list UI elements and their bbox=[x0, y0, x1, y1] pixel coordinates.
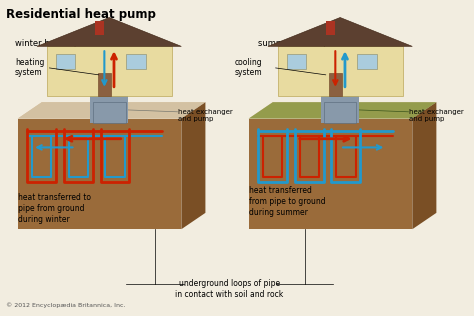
Bar bbox=[56, 54, 75, 70]
Polygon shape bbox=[37, 17, 182, 46]
Text: cooling
system: cooling system bbox=[234, 58, 262, 77]
Polygon shape bbox=[249, 118, 412, 229]
Polygon shape bbox=[268, 17, 412, 46]
Text: heat exchanger
and pump: heat exchanger and pump bbox=[179, 109, 233, 122]
Bar bbox=[98, 73, 111, 96]
Text: summer cooling: summer cooling bbox=[258, 39, 326, 48]
Text: heat transferred
from pipe to ground
during summer: heat transferred from pipe to ground dur… bbox=[249, 186, 325, 217]
Text: underground loops of pipe
in contact with soil and rock: underground loops of pipe in contact wit… bbox=[175, 279, 283, 299]
Polygon shape bbox=[321, 94, 359, 123]
Polygon shape bbox=[18, 102, 205, 118]
Text: heat exchanger
and pump: heat exchanger and pump bbox=[410, 109, 464, 122]
Polygon shape bbox=[182, 102, 205, 229]
Polygon shape bbox=[46, 46, 172, 96]
Text: Residential heat pump: Residential heat pump bbox=[6, 8, 156, 21]
Polygon shape bbox=[278, 46, 403, 96]
Text: winter heating: winter heating bbox=[15, 39, 76, 48]
Polygon shape bbox=[90, 94, 128, 123]
Text: heating
system: heating system bbox=[15, 58, 44, 77]
Polygon shape bbox=[18, 118, 182, 229]
Bar bbox=[326, 21, 335, 35]
Bar bbox=[357, 54, 377, 70]
Bar bbox=[95, 21, 104, 35]
Polygon shape bbox=[18, 102, 205, 118]
Bar bbox=[287, 54, 307, 70]
Text: heat transferred to
pipe from ground
during winter: heat transferred to pipe from ground dur… bbox=[18, 193, 91, 224]
Polygon shape bbox=[249, 102, 437, 118]
Bar bbox=[324, 102, 356, 123]
Polygon shape bbox=[412, 102, 437, 229]
Polygon shape bbox=[249, 102, 437, 118]
Bar bbox=[93, 102, 126, 123]
Bar bbox=[328, 73, 342, 96]
Text: © 2012 Encyclopædia Britannica, Inc.: © 2012 Encyclopædia Britannica, Inc. bbox=[6, 302, 126, 308]
Bar bbox=[127, 54, 146, 70]
